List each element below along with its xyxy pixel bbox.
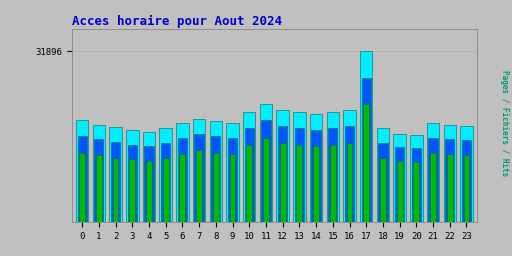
Bar	[430, 153, 436, 222]
Bar	[77, 136, 87, 222]
Bar	[296, 145, 302, 222]
Text: Acces horaire pour Aout 2024: Acces horaire pour Aout 2024	[72, 15, 282, 28]
Bar	[378, 143, 388, 222]
Bar	[462, 140, 471, 222]
Bar	[361, 78, 371, 222]
Bar	[460, 126, 473, 222]
Bar	[443, 125, 456, 222]
Bar	[143, 132, 155, 222]
Bar	[211, 136, 220, 222]
Bar	[313, 146, 319, 222]
Bar	[377, 129, 389, 222]
Text: Pages / Fichiers / Hits: Pages / Fichiers / Hits	[500, 70, 509, 176]
Bar	[96, 155, 102, 222]
Bar	[278, 126, 287, 222]
Bar	[179, 154, 185, 222]
Bar	[94, 139, 103, 222]
Bar	[310, 114, 323, 222]
Bar	[113, 158, 118, 222]
Bar	[229, 154, 236, 222]
Bar	[380, 158, 386, 222]
Bar	[260, 104, 272, 222]
Bar	[445, 139, 454, 222]
Bar	[228, 137, 237, 222]
Bar	[327, 112, 339, 222]
Bar	[463, 155, 470, 222]
Bar	[144, 146, 154, 222]
Bar	[127, 145, 137, 222]
Bar	[343, 110, 356, 222]
Bar	[427, 123, 439, 222]
Bar	[328, 129, 337, 222]
Bar	[280, 143, 286, 222]
Bar	[412, 148, 421, 222]
Bar	[176, 123, 188, 222]
Bar	[393, 134, 406, 222]
Bar	[295, 129, 304, 222]
Bar	[193, 119, 205, 222]
Bar	[276, 110, 289, 222]
Bar	[196, 150, 202, 222]
Bar	[159, 129, 172, 222]
Bar	[413, 162, 419, 222]
Bar	[364, 104, 369, 222]
Bar	[245, 129, 254, 222]
Bar	[93, 125, 105, 222]
Bar	[410, 135, 422, 222]
Bar	[345, 126, 354, 222]
Bar	[246, 145, 252, 222]
Bar	[111, 142, 120, 222]
Bar	[195, 134, 204, 222]
Bar	[330, 145, 336, 222]
Bar	[293, 112, 306, 222]
Bar	[360, 51, 373, 222]
Bar	[261, 120, 270, 222]
Bar	[209, 121, 222, 222]
Bar	[263, 137, 269, 222]
Bar	[163, 158, 168, 222]
Bar	[161, 143, 170, 222]
Bar	[76, 120, 89, 222]
Bar	[213, 153, 219, 222]
Bar	[178, 137, 187, 222]
Bar	[109, 127, 122, 222]
Bar	[395, 147, 404, 222]
Bar	[226, 123, 239, 222]
Bar	[447, 154, 453, 222]
Bar	[311, 130, 321, 222]
Bar	[146, 161, 152, 222]
Bar	[429, 137, 438, 222]
Bar	[130, 159, 135, 222]
Bar	[397, 161, 402, 222]
Bar	[126, 130, 139, 222]
Bar	[243, 112, 255, 222]
Bar	[79, 153, 85, 222]
Bar	[347, 143, 352, 222]
